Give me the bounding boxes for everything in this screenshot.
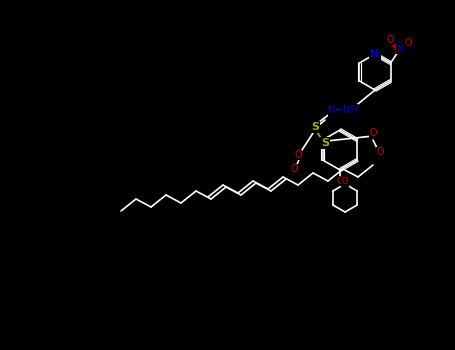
Text: N: N [370,49,379,59]
Text: O: O [336,176,344,186]
Text: S: S [311,122,319,132]
Text: N: N [397,44,404,54]
Text: N: N [329,105,336,115]
Text: S: S [321,138,329,148]
Text: O: O [290,164,298,174]
Text: O: O [342,177,349,187]
Text: O: O [376,147,384,157]
Text: O: O [387,35,394,45]
Text: NH: NH [343,105,357,115]
Text: O: O [405,38,412,48]
Text: O: O [369,128,377,138]
Text: O: O [294,150,302,160]
